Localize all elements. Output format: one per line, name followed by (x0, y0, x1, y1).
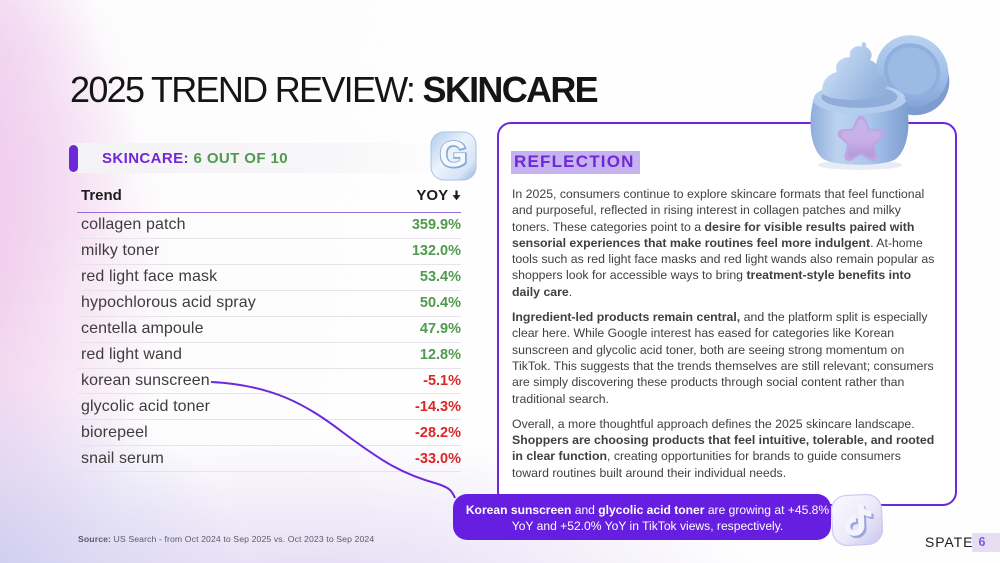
svg-text:G: G (440, 134, 468, 175)
svg-text:G: G (440, 135, 468, 176)
svg-text:G: G (439, 134, 467, 175)
